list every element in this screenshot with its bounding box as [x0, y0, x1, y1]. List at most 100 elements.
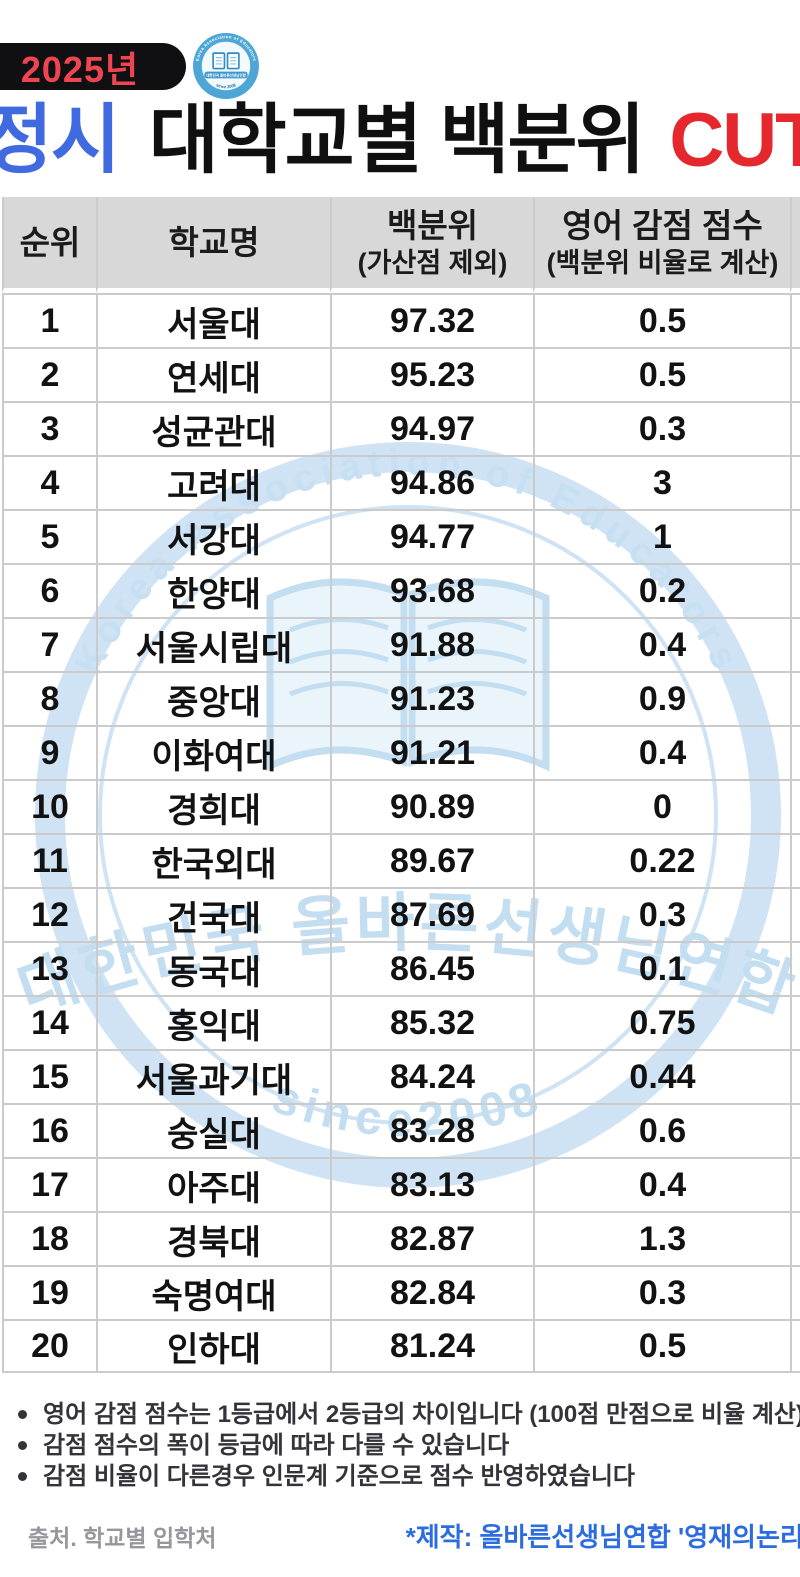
school-cell: 고려대: [96, 455, 330, 509]
association-seal-logo: Korea Association of Educators 대한민국 올바른선…: [193, 33, 259, 99]
percentile-cell: 81.24: [330, 1319, 533, 1373]
header-edge-sliver: [790, 197, 800, 293]
percentile-cell: 91.88: [330, 617, 533, 671]
table-row: 13 동국대 86.45 0.1: [2, 941, 800, 995]
percentile-cell: 90.89: [330, 779, 533, 833]
edge-sliver-cell: [790, 887, 800, 941]
page-title: 정시 대학교별 백분위 CUT: [0, 101, 800, 181]
edge-sliver-cell: [790, 995, 800, 1049]
table-row: 3 성균관대 94.97 0.3: [2, 401, 800, 455]
school-cell: 아주대: [96, 1157, 330, 1211]
penalty-cell: 0.2: [533, 563, 790, 617]
svg-text:since 2008: since 2008: [215, 82, 237, 89]
school-cell: 성균관대: [96, 401, 330, 455]
rank-cell: 18: [2, 1211, 96, 1265]
bullet-icon: [18, 1441, 27, 1450]
logo-banner-text: 대한민국 올바른선생님연합: [206, 73, 246, 78]
header-school: 학교명: [96, 197, 330, 293]
school-cell: 한양대: [96, 563, 330, 617]
school-cell: 서울과기대: [96, 1049, 330, 1103]
percentile-cell: 82.87: [330, 1211, 533, 1265]
logo-banner: [204, 71, 248, 79]
percentile-cell: 97.32: [330, 293, 533, 347]
table-body: 1 서울대 97.32 0.5 2 연세대 95.23 0.5 3 성균관대 9…: [2, 293, 800, 1373]
rank-cell: 9: [2, 725, 96, 779]
edge-sliver-cell: [790, 509, 800, 563]
percentile-cell: 93.68: [330, 563, 533, 617]
header-percentile-label: 백분위: [386, 206, 479, 244]
edge-sliver-cell: [790, 293, 800, 347]
percentile-cell: 94.86: [330, 455, 533, 509]
edge-sliver-cell: [790, 1265, 800, 1319]
edge-sliver-cell: [790, 833, 800, 887]
school-cell: 한국외대: [96, 833, 330, 887]
table-row: 16 숭실대 83.28 0.6: [2, 1103, 800, 1157]
header-rank-label: 순위: [19, 223, 81, 261]
rank-cell: 6: [2, 563, 96, 617]
edge-sliver-cell: [790, 671, 800, 725]
penalty-cell: 1: [533, 509, 790, 563]
penalty-cell: 0.3: [533, 887, 790, 941]
penalty-cell: 0.4: [533, 617, 790, 671]
rank-cell: 14: [2, 995, 96, 1049]
credit-text: *제작: 올바른선생님연합 '영재의논리': [405, 1522, 800, 1552]
rank-cell: 8: [2, 671, 96, 725]
year-badge-label: 2025년: [20, 48, 140, 90]
rank-cell: 19: [2, 1265, 96, 1319]
penalty-cell: 0.3: [533, 1265, 790, 1319]
table-row: 19 숙명여대 82.84 0.3: [2, 1265, 800, 1319]
school-cell: 경희대: [96, 779, 330, 833]
edge-sliver-cell: [790, 779, 800, 833]
percentile-cell: 89.67: [330, 833, 533, 887]
table-row: 6 한양대 93.68 0.2: [2, 563, 800, 617]
penalty-cell: 0.44: [533, 1049, 790, 1103]
penalty-cell: 0.5: [533, 293, 790, 347]
penalty-cell: 0.22: [533, 833, 790, 887]
school-cell: 서강대: [96, 509, 330, 563]
percentile-cell: 87.69: [330, 887, 533, 941]
table-row: 4 고려대 94.86 3: [2, 455, 800, 509]
ranking-table: 순위 학교명 백분위 (가산점 제외) 영어 감점 점수 (백분위 비율로 계산…: [2, 197, 800, 1373]
logo-book-icon: [212, 52, 240, 70]
school-cell: 건국대: [96, 887, 330, 941]
school-cell: 인하대: [96, 1319, 330, 1373]
table-row: 1 서울대 97.32 0.5: [2, 293, 800, 347]
school-cell: 연세대: [96, 347, 330, 401]
edge-sliver-cell: [790, 617, 800, 671]
rank-cell: 4: [2, 455, 96, 509]
table-row: 18 경북대 82.87 1.3: [2, 1211, 800, 1265]
table-row: 8 중앙대 91.23 0.9: [2, 671, 800, 725]
penalty-cell: 3: [533, 455, 790, 509]
header-percentile-sublabel: (가산점 제외): [357, 247, 508, 278]
percentile-cell: 91.21: [330, 725, 533, 779]
school-cell: 홍익대: [96, 995, 330, 1049]
footnote-penalty-range: 감점 점수의 폭이 등급에 따라 다를 수 있습니다: [10, 1430, 800, 1461]
edge-sliver-cell: [790, 563, 800, 617]
percentile-cell: 91.23: [330, 671, 533, 725]
school-cell: 숭실대: [96, 1103, 330, 1157]
school-cell: 숙명여대: [96, 1265, 330, 1319]
footnote-text: 영어 감점 점수는 1등급에서 2등급의 차이입니다 (100점 만점으로 비율…: [43, 1401, 800, 1428]
rank-cell: 20: [2, 1319, 96, 1373]
penalty-cell: 0.75: [533, 995, 790, 1049]
percentile-cell: 84.24: [330, 1049, 533, 1103]
footnote-text: 감점 점수의 폭이 등급에 따라 다를 수 있습니다: [43, 1432, 510, 1459]
penalty-cell: 0.3: [533, 401, 790, 455]
header-english-penalty: 영어 감점 점수 (백분위 비율로 계산): [533, 197, 790, 293]
bullet-icon: [18, 1472, 27, 1481]
rank-cell: 3: [2, 401, 96, 455]
header-percentile: 백분위 (가산점 제외): [330, 197, 533, 293]
year-badge: 2025년: [0, 43, 186, 90]
table-row: 9 이화여대 91.21 0.4: [2, 725, 800, 779]
penalty-cell: 0.4: [533, 1157, 790, 1211]
table-row: 12 건국대 87.69 0.3: [2, 887, 800, 941]
edge-sliver-cell: [790, 1319, 800, 1373]
percentile-cell: 83.28: [330, 1103, 533, 1157]
edge-sliver-cell: [790, 1103, 800, 1157]
table-row: 5 서강대 94.77 1: [2, 509, 800, 563]
source-text: 출처. 학교별 입학처: [28, 1525, 217, 1551]
penalty-cell: 0.5: [533, 1319, 790, 1373]
bullet-icon: [18, 1410, 27, 1419]
penalty-cell: 1.3: [533, 1211, 790, 1265]
